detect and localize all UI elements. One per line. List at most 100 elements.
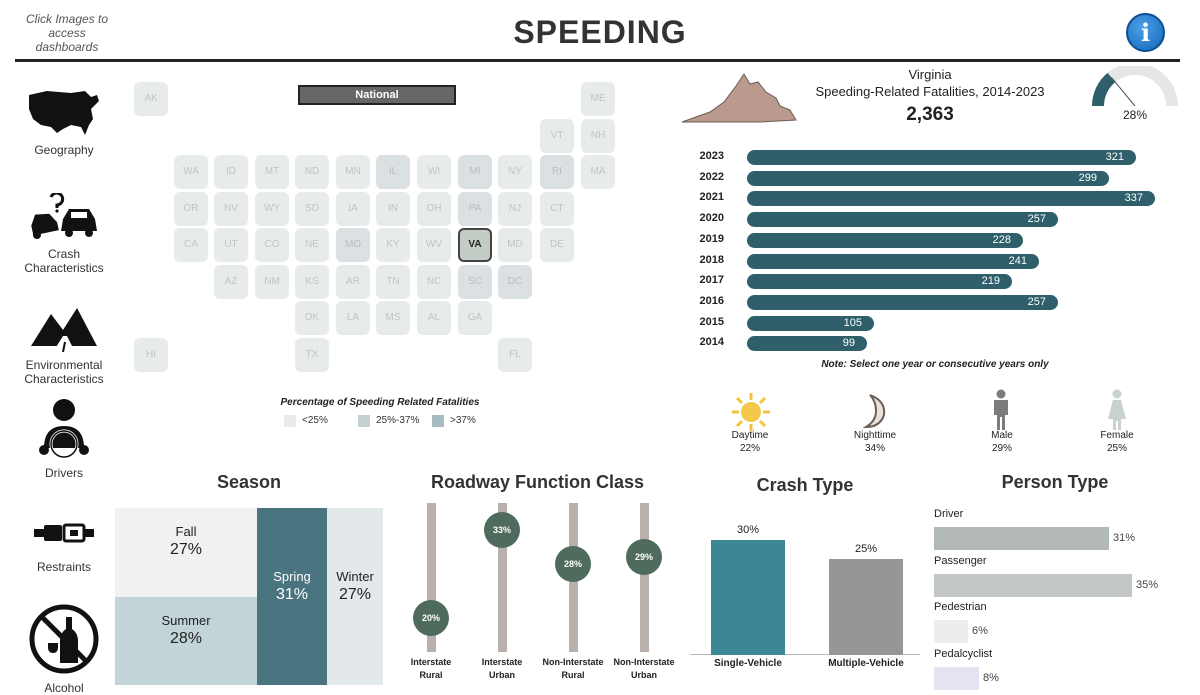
state-tile-nj[interactable]: NJ — [498, 192, 532, 226]
roadway-title: Roadway Function Class — [430, 472, 645, 492]
state-tile-az[interactable]: AZ — [214, 265, 248, 299]
year-label[interactable]: 2018 — [699, 253, 724, 266]
year-bar-2015[interactable]: 105 — [747, 315, 874, 331]
nav-item-alcohol[interactable]: Alcohol — [14, 603, 114, 695]
state-tile-ct[interactable]: CT — [540, 192, 574, 226]
nav-label: Restraints — [36, 560, 92, 574]
state-tile-ms[interactable]: MS — [376, 301, 410, 335]
state-tile-al[interactable]: AL — [417, 301, 451, 335]
state-tile-ga[interactable]: GA — [458, 301, 492, 335]
year-bar-2018[interactable]: 241 — [747, 253, 1039, 269]
year-bar-2020[interactable]: 257 — [747, 212, 1058, 228]
state-tile-me[interactable]: ME — [581, 82, 615, 116]
state-tile-nh[interactable]: NH — [581, 119, 615, 153]
state-tile-co[interactable]: CO — [255, 228, 289, 262]
state-tile-wi[interactable]: WI — [417, 155, 451, 189]
state-tile-md[interactable]: MD — [498, 228, 532, 262]
state-tile-ak[interactable]: AK — [134, 82, 168, 116]
season-label: Winter — [336, 569, 374, 584]
person-type-bar[interactable] — [934, 573, 1132, 597]
nav-item-environmental-characteristics[interactable]: Environmental Characteristics — [14, 306, 114, 386]
state-tile-ca[interactable]: CA — [174, 228, 208, 262]
state-tile-sd[interactable]: SD — [295, 192, 329, 226]
state-tile-la[interactable]: LA — [336, 301, 370, 335]
year-label[interactable]: 2023 — [699, 150, 724, 162]
national-button[interactable]: National — [298, 85, 456, 105]
year-bar-2019[interactable]: 228 — [747, 232, 1023, 248]
year-label[interactable]: 2021 — [699, 191, 724, 204]
person-type-bar[interactable] — [934, 666, 979, 690]
year-bar-2016[interactable]: 257 — [747, 294, 1058, 310]
state-tile-nc[interactable]: NC — [417, 265, 451, 299]
state-tile-mo[interactable]: MO — [336, 228, 370, 262]
state-tile-dc[interactable]: DC — [498, 265, 532, 299]
season-summer[interactable]: Summer 28% — [115, 597, 257, 685]
state-tile-oh[interactable]: OH — [417, 192, 451, 226]
year-label[interactable]: 2017 — [699, 274, 724, 287]
state-tile-ri[interactable]: RI — [540, 155, 574, 189]
year-bar-2023[interactable]: 321 — [747, 150, 1136, 165]
state-tile-mn[interactable]: MN — [336, 155, 370, 189]
year-label[interactable]: 2020 — [699, 212, 724, 225]
roadway-value-marker[interactable]: 28% — [555, 546, 591, 582]
speeding-share-gauge — [1092, 66, 1178, 107]
state-tile-mt[interactable]: MT — [255, 155, 289, 189]
season-winter[interactable]: Winter 27% — [327, 508, 383, 685]
year-bar-2022[interactable]: 299 — [747, 170, 1109, 186]
roadway-value-marker[interactable]: 20% — [413, 600, 449, 636]
state-tile-ma[interactable]: MA — [581, 155, 615, 189]
state-tile-pa[interactable]: PA — [458, 192, 492, 226]
state-tile-ny[interactable]: NY — [498, 155, 532, 189]
crash-type-bar[interactable] — [711, 540, 785, 655]
season-spring[interactable]: Spring 31% — [257, 508, 327, 685]
state-tile-ne[interactable]: NE — [295, 228, 329, 262]
state-tile-va[interactable]: VA — [458, 228, 492, 262]
season-fall[interactable]: Fall 27% — [115, 508, 257, 597]
condition-label: Daytime — [731, 430, 769, 441]
person-type-bar[interactable] — [934, 527, 1109, 550]
crash-type-bar[interactable] — [829, 559, 903, 655]
state-tile-in[interactable]: IN — [376, 192, 410, 226]
roadway-value-marker[interactable]: 29% — [626, 539, 662, 575]
state-tile-ar[interactable]: AR — [336, 265, 370, 299]
year-label[interactable]: 2016 — [699, 294, 724, 307]
year-label[interactable]: 2022 — [699, 170, 724, 183]
state-tile-ok[interactable]: OK — [295, 301, 329, 335]
state-tile-sc[interactable]: SC — [458, 265, 492, 299]
year-label[interactable]: 2019 — [699, 232, 724, 245]
state-tile-hi[interactable]: HI — [134, 338, 168, 372]
nav-item-crash-characteristics[interactable]: Crash Characteristics — [14, 193, 114, 275]
state-tile-wa[interactable]: WA — [174, 155, 208, 189]
roadway-value-marker[interactable]: 33% — [484, 512, 520, 548]
person-type-bar[interactable] — [934, 620, 968, 643]
state-tile-or[interactable]: OR — [174, 192, 208, 226]
state-tile-nd[interactable]: ND — [295, 155, 329, 189]
state-tile-wv[interactable]: WV — [417, 228, 451, 262]
year-label[interactable]: 2015 — [699, 315, 724, 328]
state-tile-fl[interactable]: FL — [498, 338, 532, 372]
state-tile-ky[interactable]: KY — [376, 228, 410, 262]
state-tile-ut[interactable]: UT — [214, 228, 248, 262]
info-icon[interactable]: i — [1126, 13, 1165, 52]
state-tile-vt[interactable]: VT — [540, 119, 574, 153]
state-tile-ia[interactable]: IA — [336, 192, 370, 226]
state-tile-tx[interactable]: TX — [295, 338, 329, 372]
nav-item-geography[interactable]: Geography — [14, 85, 114, 157]
state-tile-nm[interactable]: NM — [255, 265, 289, 299]
year-bar-2021[interactable]: 337 — [747, 191, 1155, 207]
year-bar-2014[interactable]: 99 — [747, 336, 867, 352]
state-tile-de[interactable]: DE — [540, 228, 574, 262]
year-bar-2017[interactable]: 219 — [747, 274, 1012, 290]
state-tile-il[interactable]: IL — [376, 155, 410, 189]
nav-item-restraints[interactable]: Restraints — [14, 520, 114, 574]
state-tile-nv[interactable]: NV — [214, 192, 248, 226]
state-tile-ks[interactable]: KS — [295, 265, 329, 299]
sun-icon — [732, 393, 770, 431]
state-tile-wy[interactable]: WY — [255, 192, 289, 226]
state-tile-tn[interactable]: TN — [376, 265, 410, 299]
year-label[interactable]: 2014 — [699, 336, 724, 349]
state-tile-mi[interactable]: MI — [458, 155, 492, 189]
state-tile-id[interactable]: ID — [214, 155, 248, 189]
nav-item-drivers[interactable]: Drivers — [14, 398, 114, 480]
person-type-title: Person Type — [1001, 472, 1109, 492]
